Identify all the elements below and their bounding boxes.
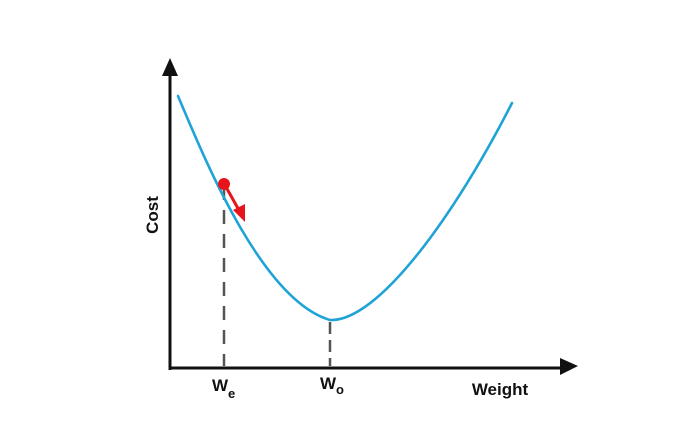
we-marker-sub: e bbox=[228, 386, 235, 401]
y-axis-arrowhead bbox=[162, 58, 178, 76]
wo-marker-sub: o bbox=[336, 382, 344, 397]
y-axis-label: Cost bbox=[143, 196, 162, 234]
x-axis-arrowhead bbox=[560, 358, 578, 375]
cost-curve bbox=[176, 94, 514, 322]
x-axis-label: Weight bbox=[472, 380, 529, 399]
gradient-arrowhead bbox=[233, 204, 245, 222]
we-marker-label: We bbox=[212, 376, 235, 401]
current-weight-point bbox=[218, 178, 230, 190]
we-marker-main: W bbox=[212, 376, 229, 395]
wo-marker-main: W bbox=[320, 374, 337, 393]
wo-marker-label: Wo bbox=[320, 374, 344, 397]
